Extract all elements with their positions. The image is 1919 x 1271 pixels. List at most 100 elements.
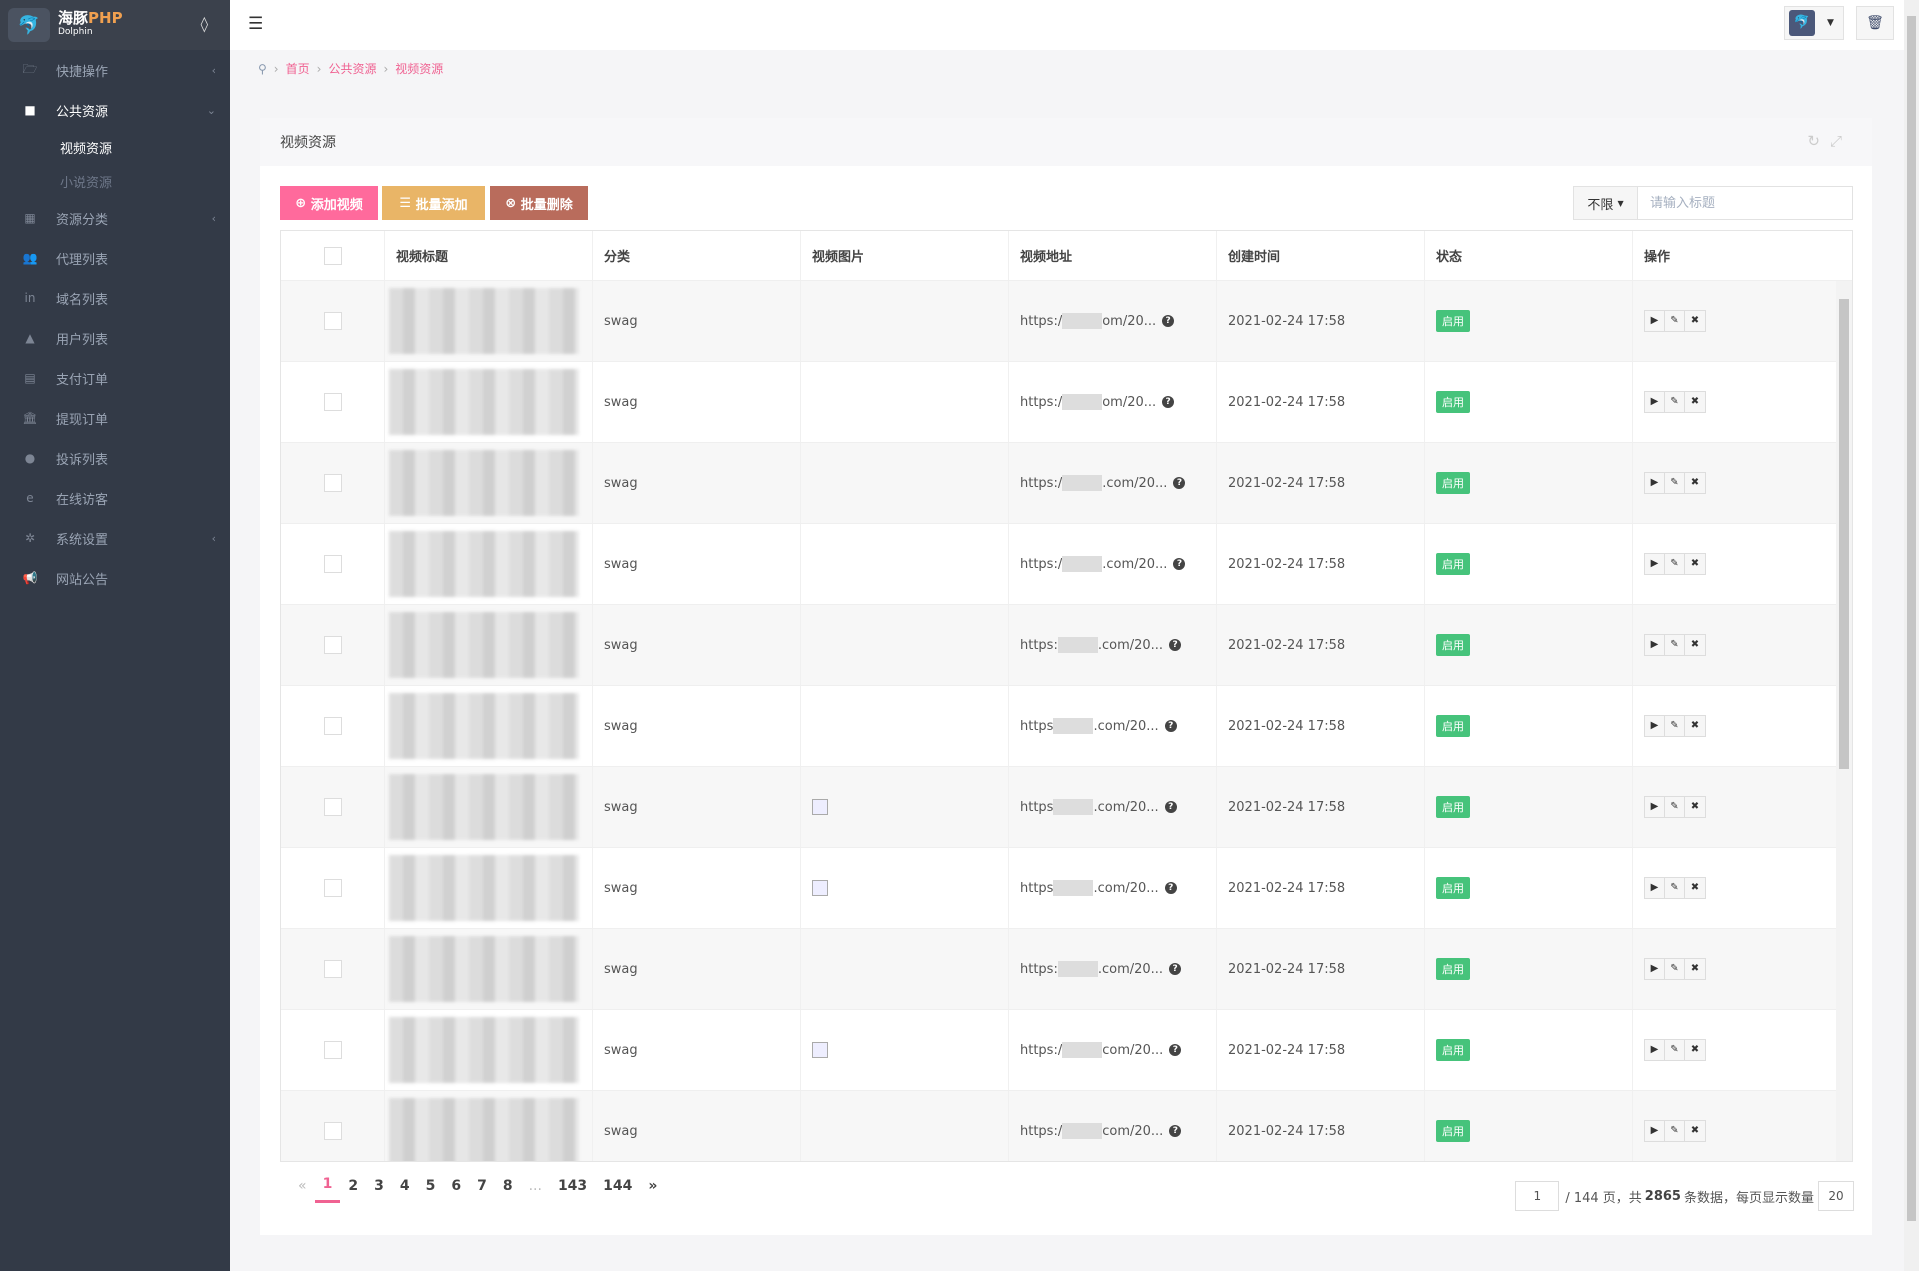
refresh-icon[interactable]: ↻ xyxy=(1807,132,1830,150)
status-badge[interactable]: 启用 xyxy=(1436,391,1470,413)
url-cell[interactable]: https:/ com/20...? xyxy=(1009,1091,1217,1161)
sidebar-subitem[interactable]: 小说资源 xyxy=(60,175,113,191)
play-icon[interactable]: ▶ xyxy=(1645,716,1665,736)
page-link[interactable]: 4 xyxy=(399,1177,410,1194)
page-link[interactable]: 6 xyxy=(451,1177,462,1194)
row-checkbox[interactable] xyxy=(323,1122,342,1140)
play-icon[interactable]: ▶ xyxy=(1645,1121,1665,1141)
question-circle-icon[interactable]: ? xyxy=(1164,801,1177,813)
row-checkbox[interactable] xyxy=(323,474,342,492)
page-link[interactable]: 3 xyxy=(374,1177,384,1194)
filter-select[interactable]: 不限 ▼ xyxy=(1574,187,1638,219)
close-icon[interactable]: ✖ xyxy=(1685,1040,1705,1060)
sidebar-item[interactable]: 👥 代理列表 xyxy=(0,238,230,278)
close-icon[interactable]: ✖ xyxy=(1685,392,1705,412)
status-badge[interactable]: 启用 xyxy=(1436,553,1470,575)
fullscreen-icon[interactable]: ⤢ xyxy=(1829,132,1852,150)
close-icon[interactable]: ✖ xyxy=(1685,554,1705,574)
sidebar-item[interactable]: in 域名列表 xyxy=(0,278,230,318)
question-circle-icon[interactable]: ? xyxy=(1164,882,1177,894)
close-icon[interactable]: ✖ xyxy=(1685,473,1705,493)
pencil-icon[interactable]: ✎ xyxy=(1665,959,1685,979)
pagination-ellipsis[interactable]: ... xyxy=(528,1177,542,1194)
url-cell[interactable]: https .com/20...? xyxy=(1009,686,1217,766)
page-link[interactable]: 5 xyxy=(425,1177,436,1194)
play-icon[interactable]: ▶ xyxy=(1645,878,1665,898)
close-icon[interactable]: ✖ xyxy=(1685,1121,1705,1141)
status-badge[interactable]: 启用 xyxy=(1436,310,1470,332)
page-link[interactable]: 2 xyxy=(348,1177,359,1194)
status-badge[interactable]: 启用 xyxy=(1436,877,1470,899)
row-checkbox[interactable] xyxy=(323,798,342,816)
sidebar-item[interactable]: ✲ 系统设置 ‹ xyxy=(0,518,230,558)
status-badge[interactable]: 启用 xyxy=(1436,472,1470,494)
play-icon[interactable]: ▶ xyxy=(1645,554,1665,574)
pencil-icon[interactable]: ✎ xyxy=(1665,635,1685,655)
next-page-button[interactable]: » xyxy=(648,1177,658,1194)
question-circle-icon[interactable]: ? xyxy=(1164,720,1177,732)
page-link[interactable]: 7 xyxy=(477,1177,487,1194)
question-circle-icon[interactable]: ? xyxy=(1162,315,1175,327)
pencil-icon[interactable]: ✎ xyxy=(1665,392,1685,412)
theme-drop-icon[interactable]: ◊ xyxy=(200,15,208,33)
question-circle-icon[interactable]: ? xyxy=(1169,1044,1182,1056)
question-circle-icon[interactable]: ? xyxy=(1162,396,1175,408)
row-checkbox[interactable] xyxy=(323,393,342,411)
row-checkbox[interactable] xyxy=(323,312,342,330)
url-cell[interactable]: https: .com/20...? xyxy=(1009,605,1217,685)
row-checkbox[interactable] xyxy=(323,960,342,978)
status-badge[interactable]: 启用 xyxy=(1436,1120,1470,1142)
question-circle-icon[interactable]: ? xyxy=(1169,1125,1182,1137)
play-icon[interactable]: ▶ xyxy=(1645,311,1665,331)
url-cell[interactable]: https:/ com/20...? xyxy=(1009,1010,1217,1090)
page-link[interactable]: 1 xyxy=(314,1168,341,1203)
per-page-input[interactable]: 20 xyxy=(1818,1181,1854,1211)
row-checkbox[interactable] xyxy=(323,879,342,897)
sidebar-item[interactable]: 🏛 提现订单 xyxy=(0,398,230,438)
pencil-icon[interactable]: ✎ xyxy=(1665,1121,1685,1141)
sidebar-item[interactable]: ■ 公共资源 ⌄ xyxy=(0,90,230,130)
pencil-icon[interactable]: ✎ xyxy=(1665,473,1685,493)
sidebar-item[interactable]: ▤ 支付订单 xyxy=(0,358,230,398)
close-icon[interactable]: ✖ xyxy=(1685,635,1705,655)
close-icon[interactable]: ✖ xyxy=(1685,797,1705,817)
play-icon[interactable]: ▶ xyxy=(1645,635,1665,655)
status-badge[interactable]: 启用 xyxy=(1436,796,1470,818)
sidebar-item[interactable]: e 在线访客 xyxy=(0,478,230,518)
sidebar-item[interactable]: ● 投诉列表 xyxy=(0,438,230,478)
page-link[interactable]: 144 xyxy=(603,1177,633,1194)
pencil-icon[interactable]: ✎ xyxy=(1665,554,1685,574)
goto-page-input[interactable]: 1 xyxy=(1515,1181,1560,1211)
url-cell[interactable]: https:/ om/20...? xyxy=(1009,362,1217,442)
status-badge[interactable]: 启用 xyxy=(1436,1039,1470,1061)
breadcrumb-video-resources[interactable]: 视频资源 xyxy=(395,62,444,76)
close-icon[interactable]: ✖ xyxy=(1685,716,1705,736)
url-cell[interactable]: https: .com/20...? xyxy=(1009,929,1217,1009)
sidebar-item[interactable]: 🗁 快捷操作 ‹ xyxy=(0,50,230,90)
sidebar-item[interactable]: ▲ 用户列表 xyxy=(0,318,230,358)
row-checkbox[interactable] xyxy=(323,555,342,573)
clear-cache-button[interactable]: 🗑 xyxy=(1856,6,1894,40)
breadcrumb-home[interactable]: 首页 xyxy=(285,62,310,76)
play-icon[interactable]: ▶ xyxy=(1645,392,1665,412)
status-badge[interactable]: 启用 xyxy=(1436,958,1470,980)
batch-delete-button[interactable]: ⊗ 批量删除 xyxy=(490,186,588,220)
logo[interactable]: 🐬 海豚PHP Dolphin ◊ xyxy=(0,0,230,50)
batch-add-button[interactable]: ☰ 批量添加 xyxy=(382,186,485,220)
hamburger-menu-icon[interactable]: ☰ xyxy=(248,14,264,34)
status-badge[interactable]: 启用 xyxy=(1436,715,1470,737)
status-badge[interactable]: 启用 xyxy=(1436,634,1470,656)
url-cell[interactable]: https .com/20...? xyxy=(1009,848,1217,928)
breadcrumb-public-resources[interactable]: 公共资源 xyxy=(328,62,377,76)
page-scrollbar[interactable] xyxy=(1904,0,1919,1271)
play-icon[interactable]: ▶ xyxy=(1645,797,1665,817)
sidebar-item[interactable]: ▦ 资源分类 ‹ xyxy=(0,198,230,238)
select-all-checkbox[interactable] xyxy=(323,246,342,265)
row-checkbox[interactable] xyxy=(323,717,342,735)
sidebar-subitem[interactable]: 视频资源 xyxy=(60,141,113,157)
question-circle-icon[interactable]: ? xyxy=(1173,558,1186,570)
url-cell[interactable]: https:/ .com/20...? xyxy=(1009,524,1217,604)
pencil-icon[interactable]: ✎ xyxy=(1665,1040,1685,1060)
page-link[interactable]: 8 xyxy=(502,1177,513,1194)
row-checkbox[interactable] xyxy=(323,1041,342,1059)
